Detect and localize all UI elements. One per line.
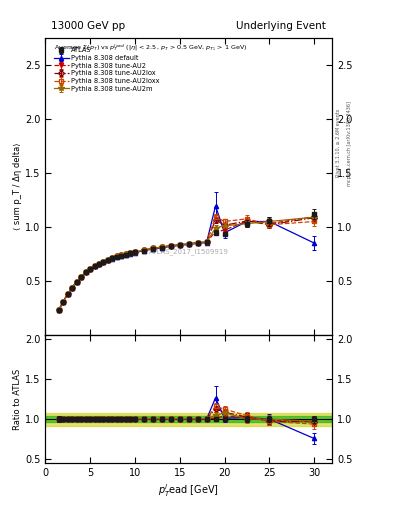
Legend: ATLAS, Pythia 8.308 default, Pythia 8.308 tune-AU2, Pythia 8.308 tune-AU2lox, Py: ATLAS, Pythia 8.308 default, Pythia 8.30… bbox=[51, 45, 163, 94]
Text: mcplots.cern.ch [arXiv:1306.3436]: mcplots.cern.ch [arXiv:1306.3436] bbox=[347, 101, 352, 186]
Y-axis label: ⟨ sum p_T / Δη delta⟩: ⟨ sum p_T / Δη delta⟩ bbox=[13, 143, 22, 230]
Text: ATLAS_2017_I1509919: ATLAS_2017_I1509919 bbox=[149, 248, 229, 255]
Y-axis label: Ratio to ATLAS: Ratio to ATLAS bbox=[13, 368, 22, 430]
Text: Average $\Sigma(p_T)$ vs $p_T^{lead}$ (|$\eta$| < 2.5, $p_T$ > 0.5 GeV, $p_{T_1}: Average $\Sigma(p_T)$ vs $p_T^{lead}$ (|… bbox=[54, 43, 247, 53]
Text: Rivet 3.1.10, ≥ 2.6M events: Rivet 3.1.10, ≥ 2.6M events bbox=[336, 109, 341, 178]
Text: 13000 GeV pp: 13000 GeV pp bbox=[51, 21, 125, 31]
Bar bbox=[45, 413, 332, 425]
Bar bbox=[45, 416, 332, 422]
X-axis label: $p_T^{l}$ead [GeV]: $p_T^{l}$ead [GeV] bbox=[158, 482, 219, 499]
Text: Underlying Event: Underlying Event bbox=[237, 21, 326, 31]
